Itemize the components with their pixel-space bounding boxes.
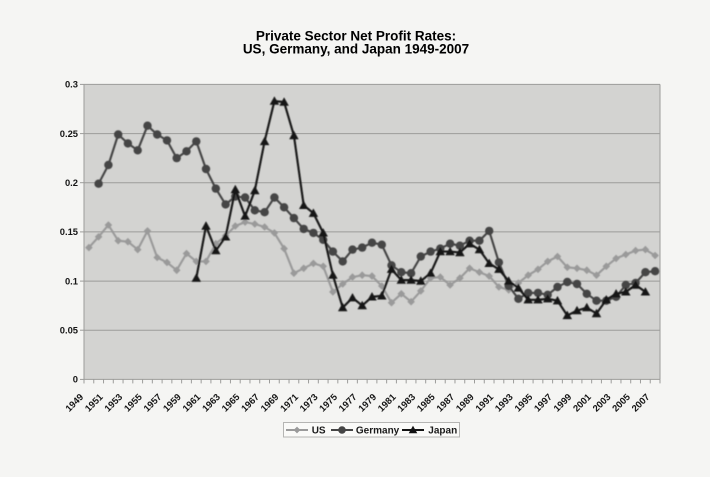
svg-text:US: US — [312, 426, 326, 437]
svg-text:Germany: Germany — [356, 426, 400, 437]
svg-text:US, Germany, and Japan 1949-20: US, Germany, and Japan 1949-2007 — [243, 41, 469, 56]
svg-text:0.15: 0.15 — [60, 226, 78, 237]
svg-text:0.2: 0.2 — [65, 177, 78, 188]
svg-text:0.05: 0.05 — [60, 325, 78, 336]
svg-text:0.25: 0.25 — [60, 128, 78, 139]
svg-text:0.3: 0.3 — [65, 79, 78, 90]
svg-text:Japan: Japan — [428, 426, 457, 437]
svg-text:Private Sector Net Profit Rate: Private Sector Net Profit Rates: — [256, 28, 456, 43]
svg-text:0.1: 0.1 — [65, 275, 78, 286]
svg-text:0: 0 — [73, 374, 78, 385]
